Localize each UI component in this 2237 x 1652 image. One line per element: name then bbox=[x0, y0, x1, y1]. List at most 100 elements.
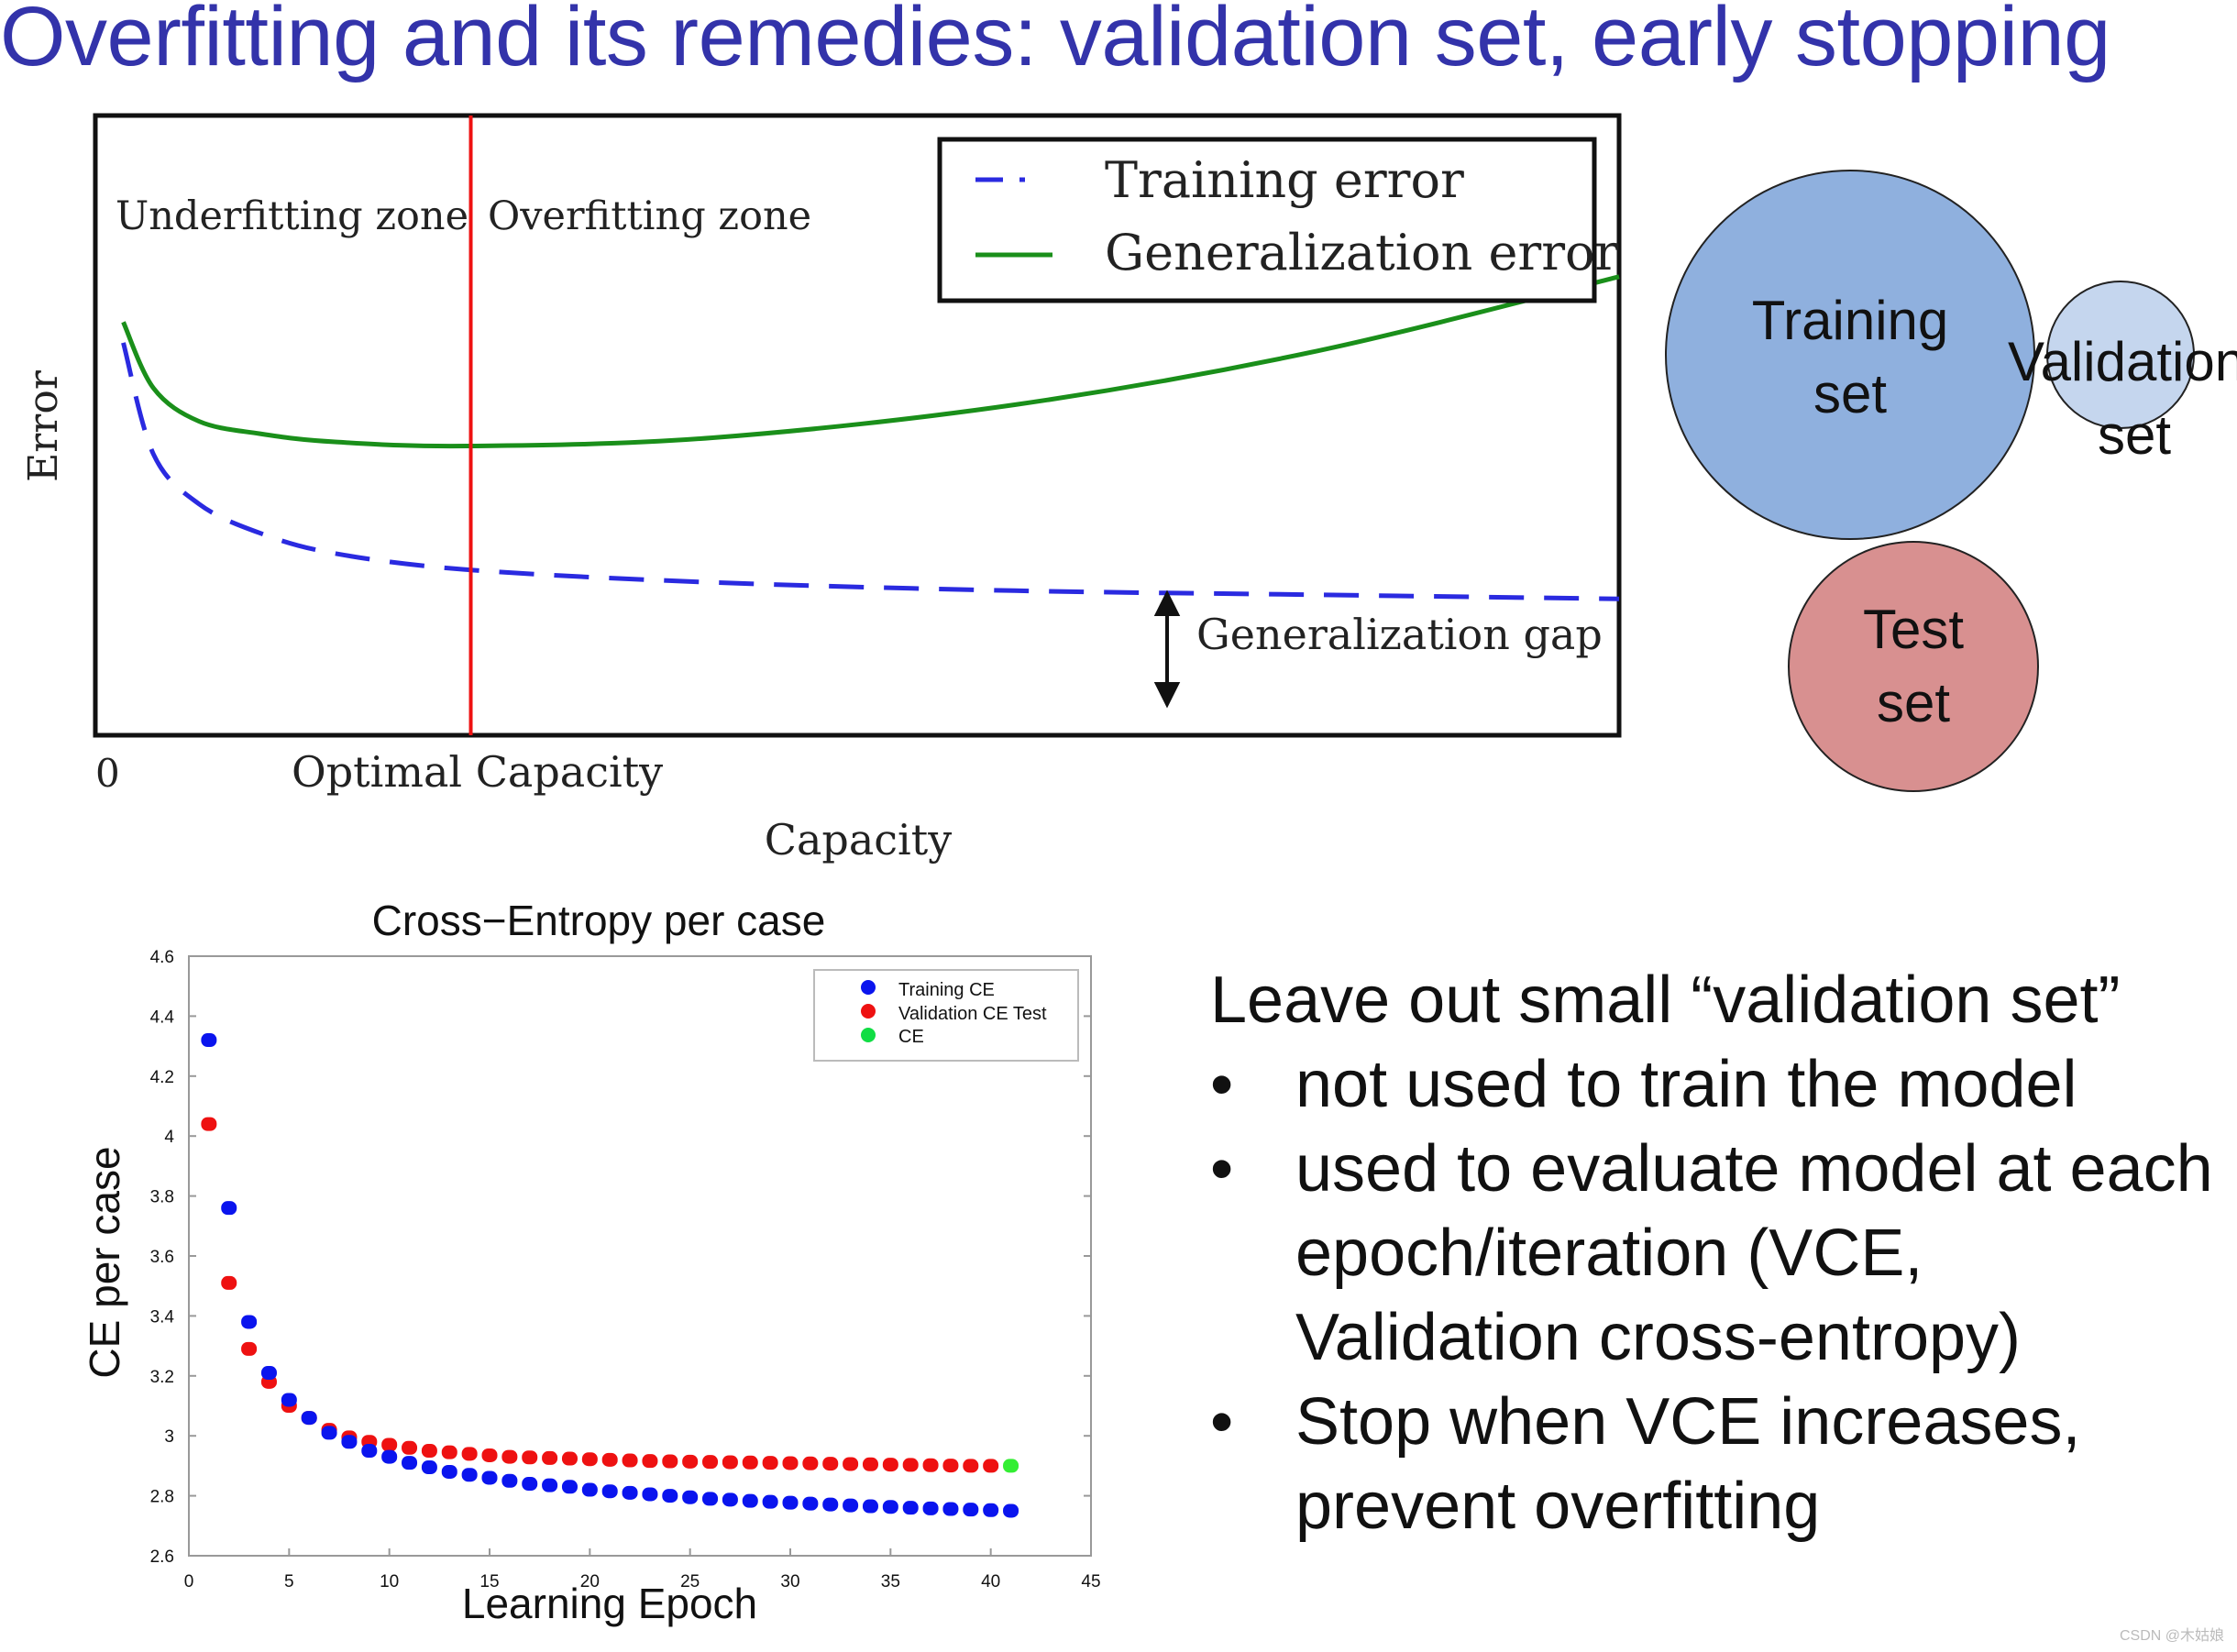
validation-ce-point bbox=[682, 1454, 699, 1469]
training-ce-point bbox=[822, 1497, 839, 1512]
training-ce-point bbox=[561, 1480, 578, 1494]
validation-ce-point bbox=[822, 1457, 839, 1471]
training-ce-point bbox=[662, 1489, 678, 1503]
capacity-plot-frame bbox=[93, 113, 1622, 738]
ce-y-tick-label: 3.6 bbox=[150, 1248, 174, 1267]
test-set-circle bbox=[1788, 541, 2039, 792]
training-ce-point bbox=[782, 1495, 799, 1510]
validation-ce-point bbox=[241, 1341, 258, 1356]
tick-zero: 0 bbox=[95, 751, 120, 796]
training-ce-point bbox=[1003, 1503, 1019, 1518]
training-ce-point bbox=[281, 1393, 297, 1407]
training-ce-point bbox=[983, 1503, 999, 1517]
validation-ce-point bbox=[622, 1453, 638, 1468]
validation-ce-point bbox=[441, 1445, 457, 1459]
ce-x-tick-label: 5 bbox=[284, 1572, 294, 1591]
validation-ce-point bbox=[461, 1447, 478, 1461]
bullet-marker: • bbox=[1210, 1132, 1234, 1206]
validation-ce-point bbox=[942, 1459, 959, 1473]
validation-ce-point bbox=[802, 1456, 819, 1470]
training-ce-point bbox=[260, 1366, 277, 1381]
training-ce-point bbox=[942, 1502, 959, 1516]
ce-y-tick-label: 3.8 bbox=[150, 1188, 174, 1207]
capacity-legend-box bbox=[937, 137, 1597, 303]
ce-y-tick-label: 3 bbox=[164, 1427, 174, 1447]
validation-ce-point bbox=[501, 1449, 518, 1464]
cross-entropy-chart: Cross−Entropy per case CE per case Learn… bbox=[81, 897, 1101, 1627]
validation-ce-point bbox=[221, 1275, 237, 1290]
training-error-curve bbox=[121, 342, 1620, 601]
legend-generalization-label: Generalization error bbox=[1105, 224, 1619, 281]
ce-legend-box bbox=[813, 969, 1079, 1062]
validation-ce-point bbox=[402, 1440, 418, 1455]
generalization-error-curve bbox=[121, 274, 1620, 449]
validation-ce-point bbox=[662, 1454, 678, 1469]
bullet-marker: • bbox=[1210, 1385, 1234, 1459]
ce-legend-test-marker bbox=[861, 1028, 876, 1042]
ce-legend-validation-marker bbox=[861, 1004, 876, 1019]
training-ce-point bbox=[381, 1449, 398, 1464]
notes-bullet-text: not used to train the model bbox=[1295, 1048, 2077, 1121]
validation-ce-point bbox=[421, 1444, 437, 1459]
training-ce-point bbox=[221, 1201, 237, 1216]
training-ce-point bbox=[361, 1444, 378, 1459]
validation-ce-point bbox=[201, 1117, 217, 1131]
validation-ce-point bbox=[922, 1458, 939, 1472]
training-ce-point bbox=[762, 1494, 778, 1509]
ce-y-tick-label: 3.2 bbox=[150, 1368, 174, 1387]
ce-x-tick-label: 0 bbox=[184, 1572, 194, 1591]
ce-legend-line2: Validation CE Test bbox=[898, 1004, 1047, 1024]
underfitting-zone-label: Underfitting zone bbox=[116, 193, 468, 239]
ce-x-tick-label: 45 bbox=[1081, 1572, 1100, 1591]
ce-x-tick-label: 10 bbox=[380, 1572, 399, 1591]
training-ce-point bbox=[341, 1435, 358, 1449]
ce-x-tick-label: 40 bbox=[981, 1572, 1000, 1591]
training-ce-point bbox=[402, 1456, 418, 1470]
ce-chart-title: Cross−Entropy per case bbox=[372, 897, 826, 944]
training-ce-point bbox=[963, 1503, 979, 1517]
training-ce-point bbox=[421, 1460, 437, 1475]
ce-y-tick-label: 4.4 bbox=[150, 1008, 175, 1027]
overfitting-zone-label: Overfitting zone bbox=[488, 193, 811, 239]
validation-ce-point bbox=[702, 1455, 719, 1470]
training-ce-point bbox=[241, 1315, 258, 1329]
training-ce-point bbox=[522, 1477, 538, 1492]
training-ce-point bbox=[441, 1464, 457, 1479]
validation-notes: Leave out small “validation set” • not u… bbox=[1210, 958, 2219, 1548]
validation-set-label-line2: set bbox=[2098, 404, 2171, 466]
ce-legend-line3: CE bbox=[898, 1027, 924, 1047]
training-ce-point bbox=[321, 1426, 337, 1440]
capacity-legend: Training error Generalization error bbox=[937, 137, 1619, 303]
notes-lead: Leave out small “validation set” bbox=[1210, 964, 2121, 1037]
validation-ce-point bbox=[963, 1459, 979, 1473]
validation-ce-point bbox=[742, 1455, 758, 1470]
training-ce-point bbox=[682, 1490, 699, 1504]
ce-legend: Training CE Validation CE Test CE bbox=[813, 969, 1079, 1062]
validation-ce-point bbox=[542, 1450, 558, 1465]
watermark: CSDN @木姑娘 bbox=[2119, 1628, 2224, 1644]
error-axis-label: Error bbox=[20, 369, 67, 482]
ce-y-tick-label: 4.6 bbox=[150, 948, 174, 967]
ce-y-tick-label: 4 bbox=[164, 1128, 174, 1147]
validation-ce-point bbox=[522, 1450, 538, 1465]
notes-bullet: • used to evaluate model at each epoch/i… bbox=[1210, 1127, 2219, 1380]
capacity-axis-label: Capacity bbox=[765, 815, 952, 865]
ce-y-tick-label: 2.8 bbox=[150, 1488, 174, 1507]
notes-bullet-text: Stop when VCE increases, prevent overfit… bbox=[1295, 1385, 2081, 1543]
training-ce-point bbox=[601, 1484, 618, 1499]
dataset-split-diagram: Training set Validation set Test set bbox=[1665, 170, 2237, 792]
validation-set-label-line1: Validation bbox=[2008, 331, 2237, 392]
training-ce-point bbox=[542, 1478, 558, 1492]
validation-ce-point bbox=[581, 1452, 598, 1467]
validation-ce-point bbox=[601, 1452, 618, 1467]
ce-x-axis-label: Learning Epoch bbox=[462, 1580, 757, 1627]
bullet-marker: • bbox=[1210, 1048, 1234, 1121]
notes-bullet: • not used to train the model bbox=[1210, 1042, 2219, 1127]
notes-bullet: • Stop when VCE increases, prevent overf… bbox=[1210, 1380, 2219, 1548]
legend-training-label: Training error bbox=[1105, 151, 1464, 209]
training-ce-point bbox=[581, 1482, 598, 1497]
validation-set-circle bbox=[2046, 281, 2195, 429]
ce-x-tick-label: 30 bbox=[780, 1572, 799, 1591]
training-ce-point bbox=[501, 1473, 518, 1488]
notes-bullet-text: used to evaluate model at each epoch/ite… bbox=[1295, 1132, 2213, 1374]
